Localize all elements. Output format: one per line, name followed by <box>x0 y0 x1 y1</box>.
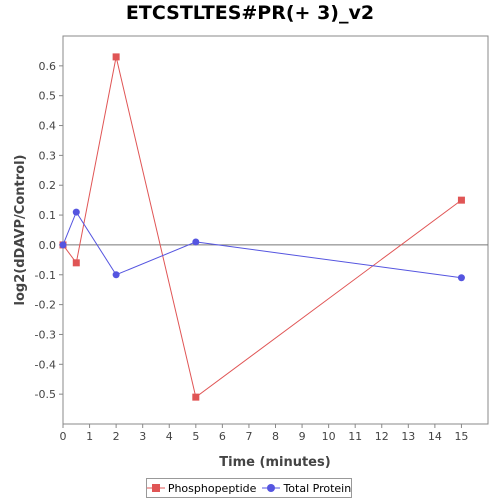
x-tick-label: 8 <box>272 430 279 443</box>
x-tick-label: 14 <box>428 430 442 443</box>
y-tick-label: -0.1 <box>35 269 56 282</box>
y-axis: -0.5 -0.4 -0.3 -0.2 -0.1 0.0 0.1 0.2 0.3 0.4 0.5 0.… <box>35 60 63 401</box>
x-tick-label: 0 <box>60 430 67 443</box>
x-tick-label: 13 <box>401 430 415 443</box>
legend-swatch-square-icon <box>146 484 165 492</box>
data-point-total-protein <box>72 208 80 216</box>
y-tick-label: 0.5 <box>39 90 57 103</box>
y-tick-label: 0.3 <box>39 149 57 162</box>
x-tick-label: 12 <box>375 430 389 443</box>
x-tick-label: 10 <box>322 430 336 443</box>
legend-item-total-protein: Total Protein <box>262 482 351 495</box>
data-point-phosphopeptide <box>112 53 120 61</box>
data-point-phosphopeptide <box>72 259 80 267</box>
legend-item-phosphopeptide: Phosphopeptide <box>146 481 257 495</box>
chart-title: ETCSTLTES#PR(+ 3)_v2 <box>125 2 375 24</box>
legend-label-phosphopeptide: Phosphopeptide <box>167 481 257 495</box>
legend-label-total-protein: Total Protein <box>283 481 352 495</box>
x-tick-label: 9 <box>299 430 306 443</box>
x-tick-label: 15 <box>454 430 468 443</box>
x-axis-label: Time (minutes) <box>219 455 330 470</box>
plot-area <box>62 35 489 425</box>
x-tick-label: 7 <box>245 430 252 443</box>
data-point-total-protein <box>457 274 465 282</box>
y-tick-label: -0.3 <box>35 328 56 341</box>
x-tick-label: 2 <box>113 430 120 443</box>
y-tick-label: 0.6 <box>39 60 57 73</box>
x-tick-label: 11 <box>348 430 362 443</box>
y-tick-label: 0.1 <box>39 209 57 222</box>
x-tick-label: 6 <box>219 430 226 443</box>
data-point-total-protein <box>59 241 67 249</box>
data-point-total-protein <box>112 271 120 279</box>
y-tick-label: 0.0 <box>39 239 57 252</box>
y-tick-label: 0.2 <box>39 179 57 192</box>
legend-swatch-circle-icon <box>262 484 281 492</box>
legend: Phosphopeptide Total Protein <box>146 478 352 498</box>
y-tick-label: -0.4 <box>35 358 56 371</box>
x-tick-label: 3 <box>139 430 146 443</box>
x-tick-label: 1 <box>86 430 93 443</box>
y-tick-label: 0.4 <box>39 120 57 133</box>
x-axis: 0 1 2 3 4 5 6 7 8 9 10 11 12 13 14 15 <box>60 424 468 443</box>
y-tick-label: -0.5 <box>35 388 56 401</box>
data-point-total-protein <box>192 238 200 246</box>
y-axis-label: log2(dDAVP/Control) <box>13 155 28 306</box>
series-group <box>59 53 465 401</box>
data-point-phosphopeptide <box>457 196 465 204</box>
x-tick-label: 4 <box>166 430 173 443</box>
y-tick-label: -0.2 <box>35 299 56 312</box>
x-tick-label: 5 <box>192 430 199 443</box>
data-point-phosphopeptide <box>192 393 200 401</box>
